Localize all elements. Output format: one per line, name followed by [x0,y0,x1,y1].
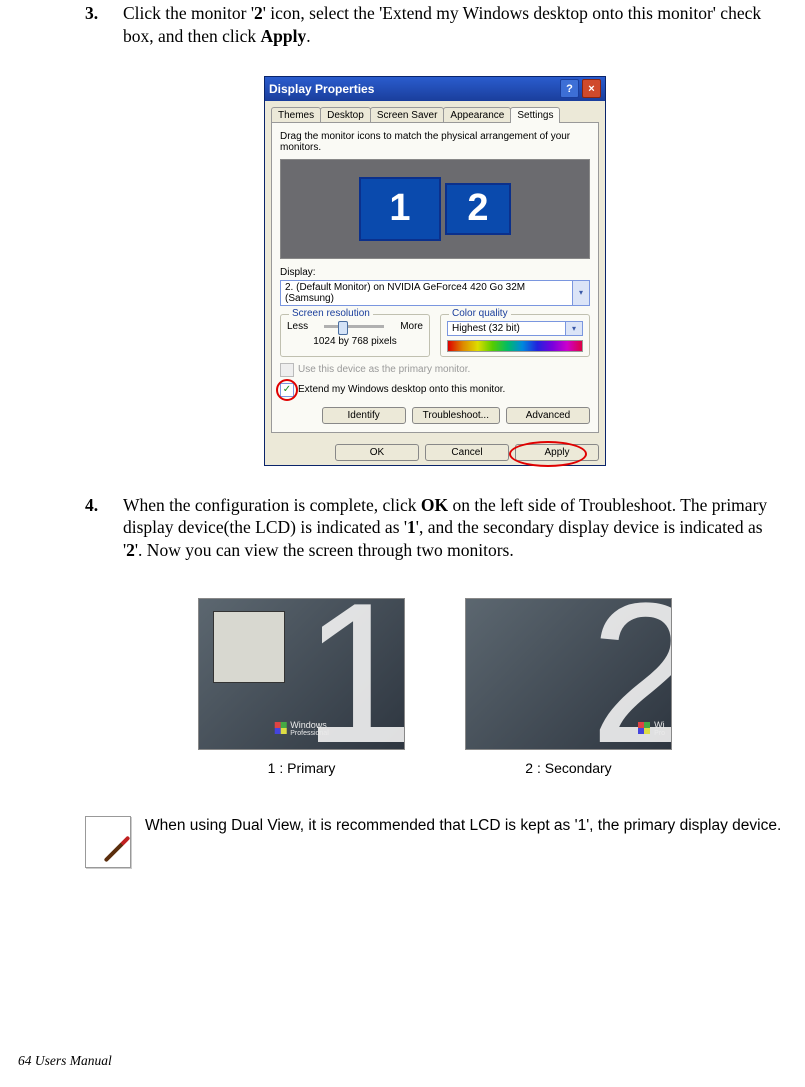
display-label: Display: [280,267,590,278]
resolution-slider[interactable] [324,325,384,328]
monitor-1-figure: 1 Windows Professional 1 : Primary [198,598,405,776]
note-row: When using Dual View, it is recommended … [85,816,785,868]
monitor-1-preview: 1 Windows Professional [198,598,405,750]
ok-button[interactable]: OK [335,444,419,461]
window-title: Display Properties [269,82,560,96]
primary-checkbox [280,363,294,377]
color-dropdown[interactable]: Highest (32 bit) ▾ [447,321,583,336]
mini-window [213,611,285,683]
resolution-value: 1024 by 768 pixels [287,336,423,347]
display-properties-window: Display Properties ? × Themes Desktop Sc… [264,76,606,466]
tab-themes[interactable]: Themes [271,107,321,123]
res-less-label: Less [287,321,308,332]
step-4: 4. When the configuration is complete, c… [85,494,785,562]
resolution-legend: Screen resolution [289,308,373,319]
extend-desktop-checkbox-row: ✓ Extend my Windows desktop onto this mo… [280,383,590,397]
windows-flag-icon [274,722,286,734]
chevron-down-icon[interactable]: ▾ [572,281,589,305]
tab-screensaver[interactable]: Screen Saver [370,107,445,123]
step-text: Click the monitor '2' icon, select the '… [123,2,785,48]
color-legend: Color quality [449,308,511,319]
color-preview [447,340,583,352]
caption-secondary: 2 : Secondary [525,760,611,776]
monitor-2-preview: 2 Wi Pro [465,598,672,750]
drag-hint: Drag the monitor icons to match the phys… [280,131,590,153]
titlebar: Display Properties ? × [265,77,605,101]
step-3: 3. Click the monitor '2' icon, select th… [85,2,785,48]
resolution-group: Screen resolution Less More 1024 by 768 … [280,314,430,357]
monitor-2-figure: 2 Wi Pro 2 : Secondary [465,598,672,776]
display-dropdown[interactable]: 2. (Default Monitor) on NVIDIA GeForce4 … [280,280,590,306]
step-number: 3. [85,2,123,48]
close-icon[interactable]: × [582,79,601,98]
res-more-label: More [400,321,423,332]
primary-check-label: Use this device as the primary monitor. [298,364,470,375]
page-footer: 64 Users Manual [18,1053,112,1069]
settings-panel: Drag the monitor icons to match the phys… [271,122,599,433]
tab-desktop[interactable]: Desktop [320,107,371,123]
monitor-2-icon[interactable]: 2 [445,183,511,235]
monitor-area: 1 2 [280,159,590,259]
identify-button[interactable]: Identify [322,407,406,424]
windows-logo: Windows Professional [274,720,329,737]
step-text: When the configuration is complete, clic… [123,494,785,562]
chevron-down-icon[interactable]: ▾ [565,322,582,335]
tab-appearance[interactable]: Appearance [443,107,511,123]
color-group: Color quality Highest (32 bit) ▾ [440,314,590,357]
apply-button[interactable]: Apply [515,444,599,461]
primary-monitor-checkbox-row: Use this device as the primary monitor. [280,363,590,377]
step-number: 4. [85,494,123,562]
note-text: When using Dual View, it is recommended … [145,816,781,836]
help-icon[interactable]: ? [560,79,579,98]
display-value: 2. (Default Monitor) on NVIDIA GeForce4 … [281,281,572,305]
color-value: Highest (32 bit) [448,322,565,335]
monitors-figure: 1 Windows Professional 1 : Primary 2 Wi [85,598,785,776]
tab-row: Themes Desktop Screen Saver Appearance S… [265,101,605,123]
tab-settings[interactable]: Settings [510,107,560,123]
cancel-button[interactable]: Cancel [425,444,509,461]
extend-checkbox[interactable]: ✓ [280,383,294,397]
windows-logo: Wi Pro [638,720,665,737]
note-icon [85,816,131,868]
extend-check-label: Extend my Windows desktop onto this moni… [298,384,505,395]
advanced-button[interactable]: Advanced [506,407,590,424]
monitor-1-icon[interactable]: 1 [359,177,441,241]
caption-primary: 1 : Primary [268,760,336,776]
troubleshoot-button[interactable]: Troubleshoot... [412,407,500,424]
windows-flag-icon [638,722,650,734]
